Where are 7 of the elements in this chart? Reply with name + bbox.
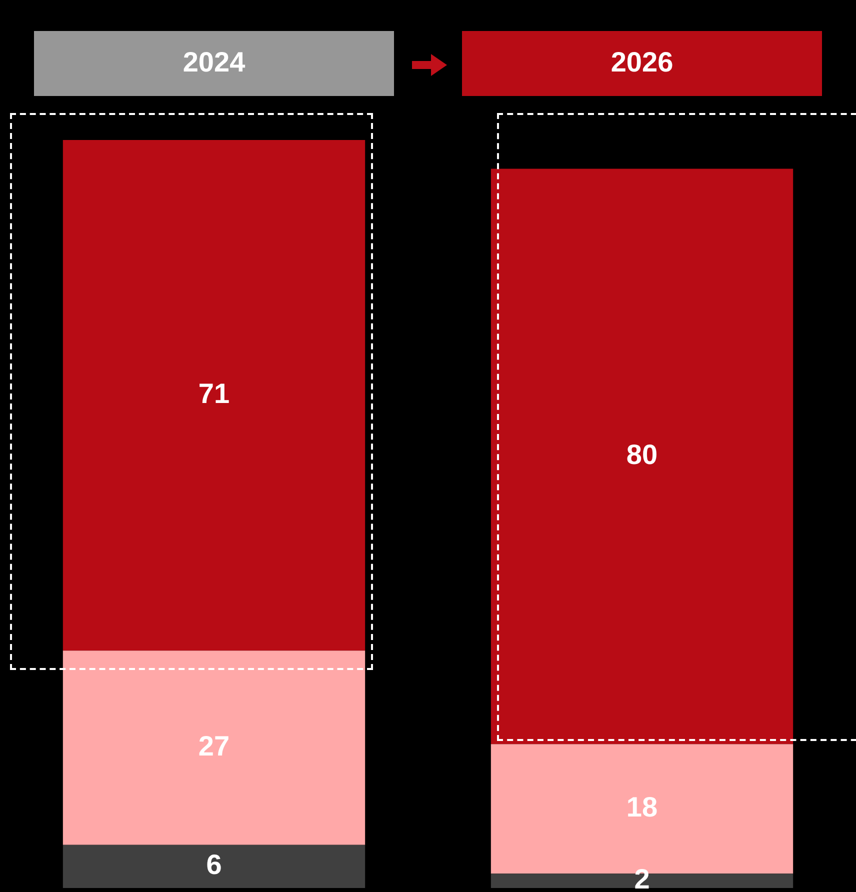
x-tick-label: 2024 [182, 46, 246, 78]
data-label: 27 [198, 730, 230, 762]
data-label: 6 [206, 849, 222, 880]
x-tick-label: 2026 [610, 46, 674, 78]
data-label: 80 [626, 439, 658, 470]
data-label: 71 [198, 378, 230, 410]
data-label: 18 [626, 792, 658, 823]
